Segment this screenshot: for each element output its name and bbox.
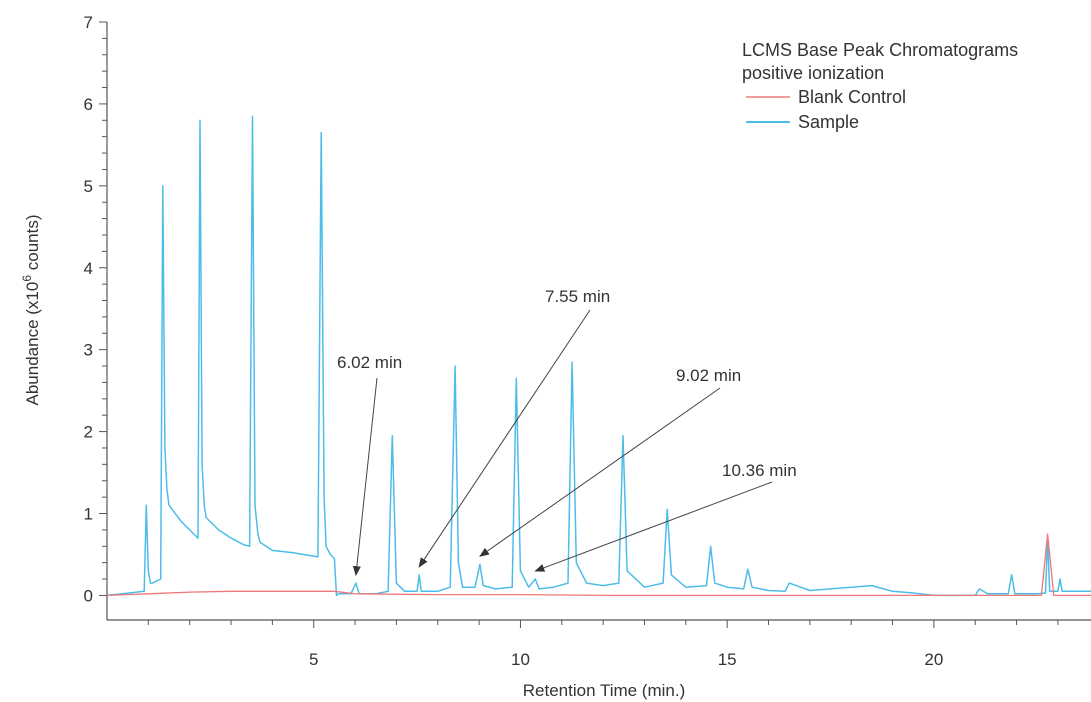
y-tick-label: 7 bbox=[84, 13, 93, 32]
x-tick-label: 5 bbox=[309, 650, 318, 669]
y-axis-title-main: Abundance (x10 bbox=[23, 282, 42, 406]
legend-title-line2: positive ionization bbox=[742, 63, 884, 83]
series-line-sample bbox=[106, 115, 1091, 597]
y-ticks: 0 1 2 3 4 5 6 7 bbox=[84, 13, 107, 605]
y-tick-label: 4 bbox=[84, 259, 93, 278]
annotation-arrow bbox=[418, 309, 591, 568]
annotation-arrow bbox=[479, 387, 721, 557]
legend-label-sample: Sample bbox=[798, 112, 859, 132]
series-line-blank-control bbox=[106, 533, 1091, 597]
y-tick-label: 0 bbox=[84, 586, 93, 605]
y-tick-label: 6 bbox=[84, 95, 93, 114]
y-tick-label: 1 bbox=[84, 505, 93, 524]
annotation-label: 9.02 min bbox=[676, 366, 741, 385]
annotation-arrow bbox=[534, 481, 773, 572]
axes: 5 10 15 20 0 1 2 3 4 5 6 7 bbox=[84, 13, 1091, 669]
legend: LCMS Base Peak Chromatograms positive io… bbox=[742, 40, 1018, 132]
y-tick-label: 5 bbox=[84, 177, 93, 196]
y-axis-title-suffix: counts) bbox=[23, 215, 42, 275]
x-tick-label: 10 bbox=[511, 650, 530, 669]
annotation-label: 10.36 min bbox=[722, 461, 797, 480]
x-axis-title: Retention Time (min.) bbox=[523, 681, 686, 700]
x-tick-label: 20 bbox=[924, 650, 943, 669]
y-axis-title: Abundance (x106 counts) bbox=[20, 215, 42, 406]
legend-title-line1: LCMS Base Peak Chromatograms bbox=[742, 40, 1018, 60]
annotation-arrow bbox=[352, 377, 378, 577]
x-ticks: 5 10 15 20 bbox=[147, 620, 1059, 669]
y-tick-label: 2 bbox=[84, 423, 93, 442]
series-layer bbox=[106, 115, 1091, 597]
legend-label-blank-control: Blank Control bbox=[798, 87, 906, 107]
y-tick-label: 3 bbox=[84, 341, 93, 360]
annotation-label: 6.02 min bbox=[337, 353, 402, 372]
annotation-label: 7.55 min bbox=[545, 287, 610, 306]
annotation-layer: 6.02 min 7.55 min 9.02 min 10.36 min bbox=[337, 287, 797, 577]
x-tick-label: 15 bbox=[718, 650, 737, 669]
y-axis-title-exponent: 6 bbox=[20, 275, 34, 282]
